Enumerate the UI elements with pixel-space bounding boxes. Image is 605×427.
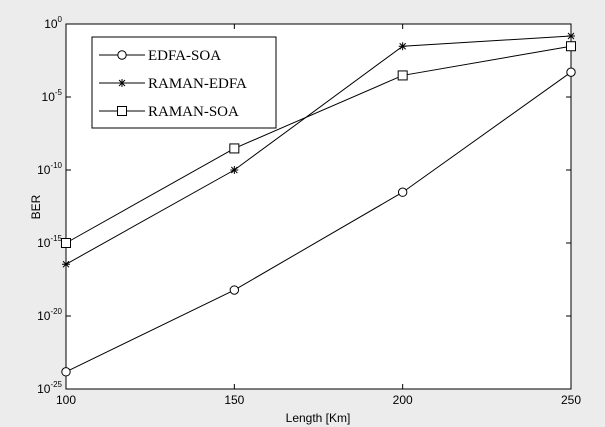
legend-entry: RAMAN-EDFA — [99, 76, 247, 92]
series-edfa-soa — [61, 67, 576, 377]
legend-label: RAMAN-EDFA — [148, 76, 247, 92]
legend-entry: RAMAN-SOA — [99, 104, 239, 120]
data-point-star — [567, 32, 575, 41]
y-axis-label: BER — [29, 194, 43, 219]
legend: EDFA-SOA RAMAN-EDFA RAMAN-SOA — [91, 36, 277, 129]
legend-label: EDFA-SOA — [148, 48, 221, 64]
data-point-circle — [566, 67, 576, 77]
y-tick-label: 10-5 — [42, 88, 63, 104]
x-tick-label: 250 — [561, 393, 581, 407]
axis-ticks: 100 150 200 250 100 10-5 10-10 10-15 10-20 10-25 — [37, 15, 581, 407]
data-point-star — [398, 42, 407, 51]
y-tick-label: 10-25 — [37, 380, 62, 396]
data-point-square — [566, 41, 576, 52]
legend-entries: EDFA-SOA RAMAN-EDFA RAMAN-SOA — [99, 48, 247, 120]
y-tick-label: 10-15 — [37, 234, 62, 250]
series-raman-soa — [61, 41, 576, 248]
data-point-square — [229, 143, 240, 154]
y-tick-label: 100 — [44, 15, 62, 31]
data-point-star — [62, 260, 70, 269]
x-axis-label: Length [Km] — [286, 411, 351, 425]
data-point-square — [397, 70, 408, 81]
legend-marker-square — [117, 106, 127, 116]
data-point-circle — [229, 285, 240, 295]
legend-label: RAMAN-SOA — [148, 104, 239, 120]
legend-marker-star — [118, 79, 126, 87]
data-point-circle — [61, 367, 71, 377]
x-tick-label: 150 — [224, 393, 244, 407]
data-point-star — [230, 166, 239, 174]
data-point-circle — [397, 187, 408, 197]
data-point-square — [61, 238, 71, 248]
legend-entry: EDFA-SOA — [99, 48, 221, 64]
x-tick-label: 200 — [393, 393, 413, 407]
series-line — [65, 71, 572, 373]
x-tick-label: 100 — [56, 393, 76, 407]
series-layer — [61, 32, 576, 377]
series-raman-edfa — [62, 32, 575, 269]
series-line — [65, 45, 572, 244]
y-tick-label: 10-10 — [37, 161, 62, 177]
legend-marker-circle — [117, 50, 127, 60]
y-tick-label: 10-20 — [37, 307, 62, 323]
series-line — [65, 35, 572, 265]
